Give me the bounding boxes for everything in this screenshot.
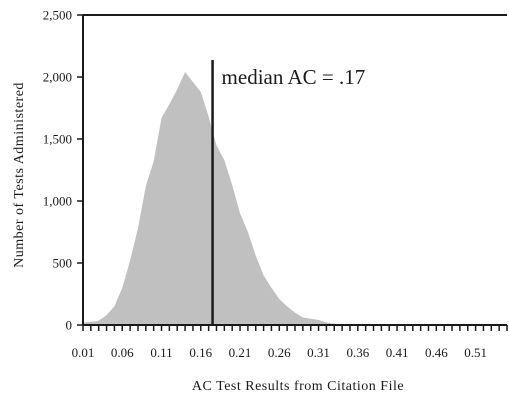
x-tick-label: 0.46 xyxy=(425,345,448,360)
x-tick-label: 0.16 xyxy=(189,345,212,360)
y-axis-ticks: 0 500 1,000 1,500 2,000 2,500 xyxy=(43,8,83,333)
median-annotation: median AC = .17 xyxy=(222,65,366,89)
series-area xyxy=(83,72,390,325)
y-tick-label: 0 xyxy=(66,318,73,333)
x-tick-label: 0.21 xyxy=(229,345,252,360)
x-tick-label: 0.41 xyxy=(386,345,409,360)
y-tick-label: 1,500 xyxy=(43,132,72,147)
x-tick-label: 0.26 xyxy=(268,345,291,360)
plot-area: median AC = .17 xyxy=(82,14,507,326)
x-tick-label: 0.36 xyxy=(346,345,369,360)
x-tick-label: 0.31 xyxy=(307,345,330,360)
x-tick-label: 0.51 xyxy=(464,345,487,360)
y-tick-label: 2,000 xyxy=(43,70,72,85)
x-tick-label: 0.06 xyxy=(111,345,134,360)
y-tick-label: 500 xyxy=(53,256,73,271)
y-tick-label: 1,000 xyxy=(43,194,72,209)
x-tick-label: 0.11 xyxy=(150,345,172,360)
y-axis-label: Number of Tests Administered xyxy=(12,82,27,268)
x-axis-ticks: 0.01 0.06 0.11 0.16 0.21 0.26 0.31 0.36 0.41 0.46… xyxy=(72,325,508,360)
x-tick-label: 0.01 xyxy=(72,345,95,360)
y-tick-label: 2,500 xyxy=(43,8,72,23)
x-axis-label: AC Test Results from Citation File xyxy=(192,379,404,393)
